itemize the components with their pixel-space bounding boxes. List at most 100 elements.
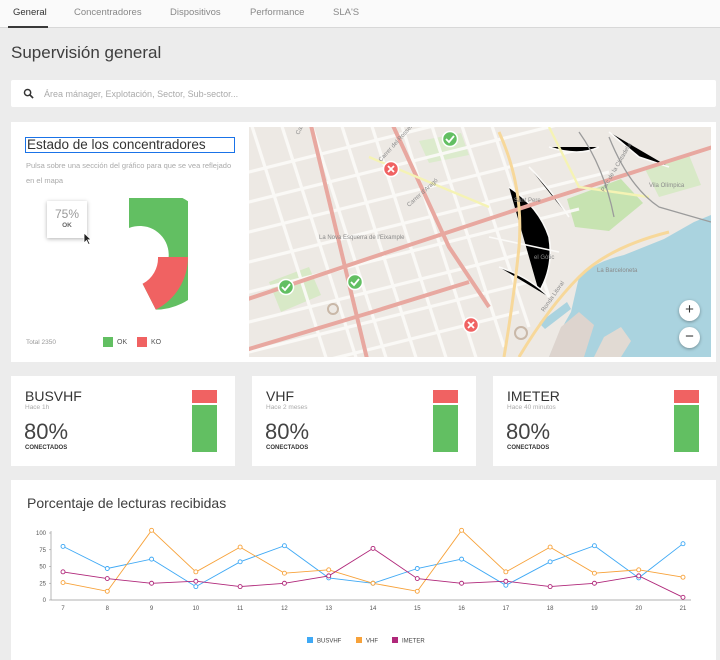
data-point-busvhf — [459, 556, 465, 562]
map-tiles: Carrer de Calvet Carrer del Rosselló Car… — [249, 127, 711, 357]
data-point-busvhf — [149, 556, 155, 562]
data-point-vhf — [503, 569, 509, 575]
x-tick-label: 12 — [281, 606, 288, 612]
data-point-busvhf — [193, 584, 199, 590]
data-point-vhf — [149, 527, 155, 533]
data-point-imeter — [547, 584, 553, 590]
top-tab-bar: General Concentradores Dispositivos Perf… — [0, 0, 720, 28]
concentrator-map[interactable]: Carrer de Calvet Carrer del Rosselló Car… — [249, 127, 711, 357]
data-point-busvhf — [281, 543, 287, 549]
kpi-ko-bar — [192, 390, 217, 403]
kpi-status: CONECTADOS — [25, 445, 68, 451]
kpi-ok-bar — [433, 405, 458, 452]
x-tick-label: 7 — [61, 606, 65, 612]
tab-concentradores[interactable]: Concentradores — [74, 7, 142, 18]
map-label: el Gòtic — [534, 255, 554, 261]
kpi-name: IMETER — [507, 388, 560, 404]
data-point-imeter — [503, 578, 509, 584]
data-point-busvhf — [503, 582, 509, 588]
legend-swatch-busvhf — [307, 637, 313, 643]
x-tick-label: 20 — [635, 606, 642, 612]
data-point-busvhf — [680, 541, 686, 547]
data-point-busvhf — [60, 543, 66, 549]
map-marker-ok[interactable] — [441, 130, 459, 148]
map-marker-ko[interactable] — [462, 316, 480, 334]
readings-chart-card: Porcentaje de lecturas recibidas 0 25 50 75… — [11, 480, 716, 660]
donut-tooltip: 75% OK — [47, 201, 87, 238]
x-tick-label: 11 — [237, 606, 244, 612]
kpi-last-update: Hace 40 minutos — [507, 404, 556, 411]
legend-ko[interactable]: KO — [137, 337, 161, 347]
data-point-busvhf — [104, 566, 110, 571]
mouse-cursor-icon — [83, 232, 92, 245]
tooltip-value: 75% — [54, 207, 80, 221]
kpi-ok-bar — [192, 405, 217, 452]
data-point-vhf — [414, 588, 420, 594]
data-point-imeter — [591, 580, 597, 586]
status-card-title: Estado de los concentradores — [25, 137, 235, 153]
zoom-out-button[interactable]: − — [679, 327, 700, 348]
map-marker-ko[interactable] — [382, 160, 400, 178]
series-line-imeter — [62, 547, 684, 598]
data-point-vhf — [104, 588, 110, 594]
status-total: Total 2350 — [26, 339, 56, 346]
x-tick-label: 17 — [503, 606, 510, 612]
tooltip-label: OK — [62, 222, 72, 229]
donut-ko-segment[interactable] — [142, 257, 188, 310]
map-marker-ok[interactable] — [346, 273, 364, 291]
tab-performance[interactable]: Performance — [250, 7, 305, 18]
chart-title: Porcentaje de lecturas recibidas — [27, 495, 227, 511]
data-point-vhf — [193, 569, 199, 575]
data-point-busvhf — [547, 559, 553, 565]
x-tick-label: 21 — [680, 606, 687, 612]
map-label: La Nova Esquerra de l'Eixample — [319, 235, 405, 241]
kpi-status: CONECTADOS — [266, 445, 309, 451]
kpi-value: 80% — [265, 419, 310, 444]
search-input[interactable] — [44, 85, 684, 102]
map-label: Sant Pere — [514, 198, 541, 204]
kpi-value: 80% — [506, 419, 551, 444]
map-label: La Barceloneta — [597, 268, 638, 274]
x-tick-label: 14 — [370, 606, 377, 612]
page-title: Supervisión general — [11, 43, 162, 62]
data-point-vhf — [547, 544, 553, 550]
data-point-vhf — [680, 574, 686, 580]
zoom-in-button[interactable]: + — [679, 300, 700, 321]
x-tick-label: 10 — [193, 606, 200, 612]
x-tick-label: 9 — [150, 606, 154, 612]
x-tick-label: 19 — [591, 606, 598, 612]
kpi-card-busvhf: BUSVHF Hace 1h 80% CONECTADOS — [11, 376, 235, 466]
data-point-vhf — [636, 567, 642, 573]
data-point-imeter — [459, 580, 465, 586]
kpi-card-imeter: IMETER Hace 40 minutos 80% CONECTADOS — [493, 376, 717, 466]
legend-swatch-imeter — [392, 637, 398, 643]
x-tick-label: 18 — [547, 606, 554, 612]
data-point-vhf — [459, 527, 465, 533]
data-point-imeter — [414, 576, 420, 582]
y-tick-label: 100 — [36, 531, 47, 537]
kpi-ko-bar — [433, 390, 458, 403]
data-point-busvhf — [591, 543, 597, 549]
legend-ok-label: OK — [117, 338, 128, 346]
kpi-name: BUSVHF — [25, 388, 82, 404]
data-point-vhf — [60, 580, 66, 586]
data-point-imeter — [326, 573, 332, 579]
kpi-last-update: Hace 1h — [25, 404, 50, 411]
tab-dispositivos[interactable]: Dispositivos — [170, 7, 221, 18]
kpi-status: CONECTADOS — [507, 445, 550, 451]
x-tick-label: 13 — [325, 606, 332, 612]
map-marker-ok[interactable] — [277, 278, 295, 296]
legend-ok[interactable]: OK — [103, 337, 127, 347]
kpi-name: VHF — [266, 388, 294, 404]
legend-swatch-vhf — [356, 637, 362, 643]
tab-general[interactable]: General — [13, 7, 47, 18]
kpi-ok-bar — [674, 405, 699, 452]
kpi-value: 80% — [24, 419, 69, 444]
y-tick-label: 0 — [43, 598, 47, 604]
tab-slas[interactable]: SLA'S — [333, 7, 360, 18]
status-donut-chart — [129, 198, 188, 310]
data-point-vhf — [326, 567, 332, 573]
x-tick-label: 15 — [414, 606, 421, 612]
concentrator-status-card: Estado de los concentradores Pulsa sobre… — [11, 122, 716, 362]
search-icon — [23, 88, 34, 99]
